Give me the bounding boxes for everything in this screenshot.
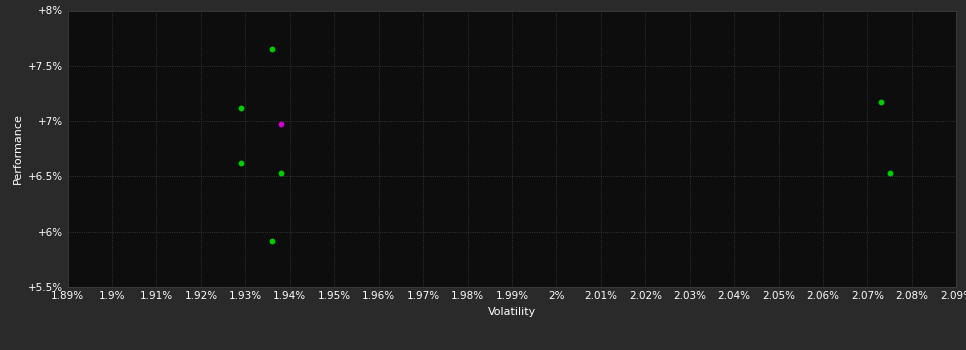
Point — [265, 238, 280, 243]
Y-axis label: Performance: Performance — [13, 113, 23, 184]
Point — [233, 160, 248, 166]
Point — [265, 47, 280, 52]
Point — [273, 170, 289, 176]
Point — [273, 121, 289, 127]
X-axis label: Volatility: Volatility — [488, 307, 536, 317]
Point — [873, 99, 889, 105]
Point — [233, 106, 248, 111]
Point — [882, 170, 897, 176]
